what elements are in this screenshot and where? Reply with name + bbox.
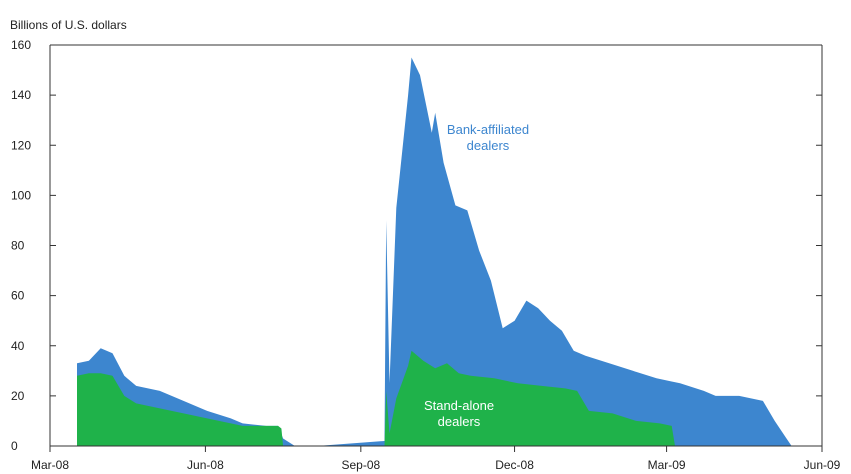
x-tick-label: Dec-08 bbox=[495, 458, 534, 472]
y-tick-label: 20 bbox=[11, 389, 25, 403]
axes: 0 20 40 60 80 100 120 140 160 Mar-08 Jun-08 Sep-08 D… bbox=[11, 38, 841, 472]
x-tick-label: Jun-08 bbox=[187, 458, 224, 472]
y-tick-label: 80 bbox=[11, 239, 25, 253]
y-tick-label: 120 bbox=[11, 138, 31, 152]
y-tick-label: 140 bbox=[11, 88, 31, 102]
x-tick-label: Jun-09 bbox=[804, 458, 841, 472]
y-tick-label: 100 bbox=[11, 188, 31, 202]
stand-alone-label: Stand-alone dealers bbox=[424, 398, 494, 429]
bank-affiliated-label: Bank-affiliated dealers bbox=[447, 122, 529, 153]
bank-affiliated-area bbox=[77, 57, 822, 446]
series-areas bbox=[77, 57, 822, 446]
x-tick-label: Sep-08 bbox=[341, 458, 380, 472]
x-tick-label: Mar-08 bbox=[31, 458, 69, 472]
y-tick-label: 0 bbox=[11, 439, 18, 453]
stand-alone-label-line: Stand-alone bbox=[424, 398, 494, 413]
y-tick-label: 60 bbox=[11, 289, 25, 303]
y-axis-unit-label: Billions of U.S. dollars bbox=[10, 18, 127, 32]
bank-affiliated-label-line: dealers bbox=[467, 138, 510, 153]
bank-affiliated-label-line: Bank-affiliated bbox=[447, 122, 529, 137]
stand-alone-area bbox=[77, 350, 822, 446]
y-tick-label: 40 bbox=[11, 339, 25, 353]
y-tick-label: 160 bbox=[11, 38, 31, 52]
x-tick-label: Mar-09 bbox=[648, 458, 686, 472]
stand-alone-label-line: dealers bbox=[438, 414, 481, 429]
